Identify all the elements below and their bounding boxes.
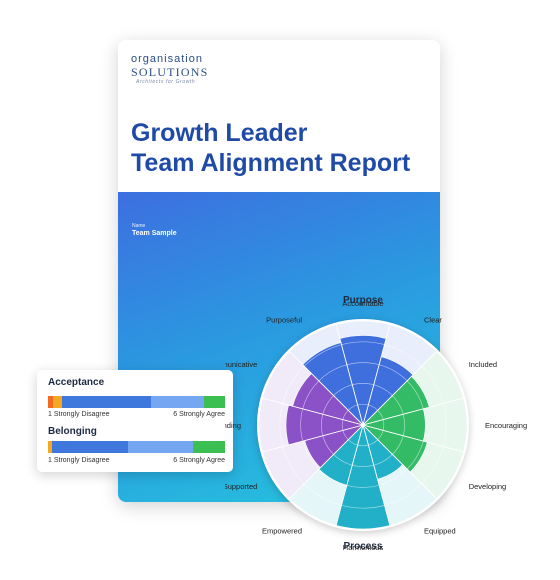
bar-segment	[193, 441, 225, 453]
wheel-spoke	[362, 324, 391, 426]
logo-tagline: Architects for Growth	[136, 79, 196, 85]
wheel-gridline	[258, 320, 468, 530]
report-title-line1: Growth Leader	[131, 119, 308, 147]
wheel-spoke	[262, 397, 364, 426]
acceptance-bar	[48, 396, 225, 408]
wheel-gridline	[279, 341, 447, 509]
wheel-label: Purposeful	[266, 315, 302, 324]
wheel-heading-purpose: Purpose	[343, 295, 383, 306]
wheel-label: Harmonious	[343, 543, 384, 552]
wheel-label: Understanding	[225, 421, 241, 430]
wheel-label: Developing	[469, 482, 507, 491]
bar-segment	[62, 396, 151, 408]
wheel-spoke	[289, 424, 364, 499]
wheel-spoke	[335, 324, 364, 426]
wheel-spoke	[362, 424, 391, 526]
report-title-line2: Team Alignment Report	[131, 149, 411, 177]
logo-text-solutions: SOLUTIONS	[131, 65, 209, 79]
name-label: Name	[132, 223, 146, 229]
bar-segment	[48, 441, 52, 453]
wheel-spoke	[335, 424, 364, 526]
wheel-label: Encouraging	[485, 421, 527, 430]
wheel-label: Empowered	[262, 527, 302, 536]
wheel-label: Supported	[225, 482, 257, 491]
wheel-gridline	[341, 403, 385, 447]
wheel-spoke	[362, 397, 464, 426]
alignment-wheel: Purpose Process Accountable Clear Included…	[225, 295, 527, 552]
wheel-label: Accountable	[342, 299, 383, 308]
agreement-scale-card: Acceptance 1 Strongly Disagree 6 Strongl…	[37, 370, 233, 472]
wheel-label: Communicative	[225, 360, 257, 369]
acceptance-title: Acceptance	[48, 377, 105, 388]
wheel-spoke	[362, 424, 464, 453]
wheel-label: Equipped	[424, 527, 456, 536]
wheel-label: Clear	[424, 315, 442, 324]
wheel-label: Included	[469, 360, 497, 369]
wheel-gridline	[300, 362, 426, 488]
belonging-title: Belonging	[48, 426, 97, 437]
acceptance-max-label: 6 Strongly Agree	[173, 411, 225, 418]
bar-segment	[51, 441, 128, 453]
acceptance-min-label: 1 Strongly Disagree	[48, 411, 110, 418]
wheel-spoke	[362, 424, 437, 499]
wheel-spoke	[289, 351, 364, 426]
report-title: Growth Leader Team Alignment Report	[131, 118, 410, 178]
belonging-min-label: 1 Strongly Disagree	[48, 457, 110, 464]
wheel-spoke	[262, 424, 364, 453]
report-header: organisation SOLUTIONS Architects for Gr…	[118, 40, 440, 192]
bar-segment	[48, 396, 54, 408]
bar-segment	[53, 396, 63, 408]
bar-segment	[150, 396, 204, 408]
belonging-max-label: 6 Strongly Agree	[173, 457, 225, 464]
wheel-heading-process: Process	[344, 541, 383, 552]
bar-segment	[203, 396, 225, 408]
wheel-gridline	[321, 383, 405, 467]
wheel-spoke	[362, 351, 437, 426]
logo-text-organisation: organisation	[131, 53, 203, 65]
name-value: Team Sample	[132, 230, 177, 237]
belonging-bar	[48, 441, 225, 453]
bar-segment	[127, 441, 194, 453]
